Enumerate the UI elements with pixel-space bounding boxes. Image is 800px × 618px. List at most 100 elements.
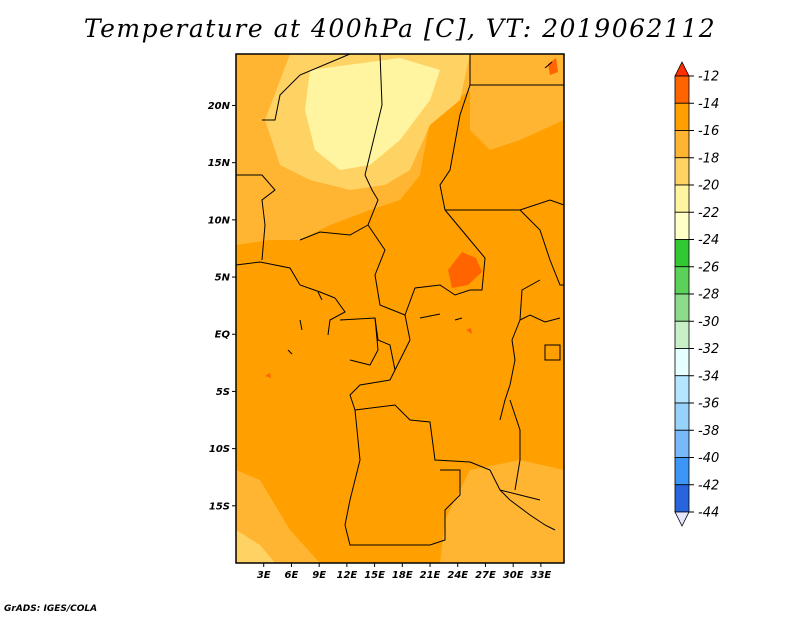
colorbar-label-8: -28 bbox=[698, 288, 719, 303]
border-line-6 bbox=[404, 209, 486, 316]
colorbar-label-4: -20 bbox=[698, 179, 719, 194]
border-line-28 bbox=[454, 317, 463, 321]
border-line-27 bbox=[419, 313, 441, 319]
colorbar-label-12: -36 bbox=[698, 397, 719, 412]
lat-label-eq: EQ bbox=[215, 330, 231, 341]
border-line-24 bbox=[499, 489, 541, 501]
colorbar-label-13: -38 bbox=[698, 424, 719, 439]
border-line-12 bbox=[469, 461, 511, 501]
lat-label-5s: 5S bbox=[216, 387, 230, 398]
lon-label-21e: 21E bbox=[420, 570, 441, 581]
lon-label-6e: 6E bbox=[285, 570, 299, 581]
colorbar-top-arrow bbox=[674, 61, 690, 77]
lon-label-15e: 15E bbox=[364, 570, 385, 581]
colorbar-label-9: -30 bbox=[698, 315, 719, 330]
colorbar-box-13 bbox=[674, 429, 690, 458]
colorbar-label-10: -32 bbox=[698, 342, 719, 357]
border-line-8 bbox=[236, 174, 276, 261]
field-region-minus16-1 bbox=[470, 54, 564, 150]
colorbar-box-3 bbox=[674, 157, 690, 186]
border-line-9 bbox=[299, 224, 369, 241]
border-line-13 bbox=[509, 499, 556, 531]
lat-label-10n: 10N bbox=[208, 215, 231, 226]
colorbar-label-3: -18 bbox=[698, 151, 719, 166]
border-line-1 bbox=[327, 297, 346, 336]
colorbar-label-6: -24 bbox=[698, 233, 719, 248]
border-line-22 bbox=[519, 209, 564, 286]
colorbar-box-2 bbox=[674, 130, 690, 159]
field-region-minus12-7 bbox=[448, 252, 482, 288]
colorbar-box-0 bbox=[674, 75, 690, 104]
border-line-10 bbox=[349, 314, 411, 411]
lat-label-20n: 20N bbox=[208, 101, 231, 112]
border-line-2 bbox=[262, 53, 351, 121]
colorbar-box-9 bbox=[674, 320, 690, 349]
colorbar-box-5 bbox=[674, 211, 690, 240]
colorbar-box-11 bbox=[674, 375, 690, 404]
lat-label-5n: 5N bbox=[215, 273, 231, 284]
border-line-18 bbox=[509, 399, 521, 491]
border-line-23 bbox=[519, 279, 541, 321]
field-region-minus12-10 bbox=[548, 58, 558, 75]
colorbar-bottom-arrow bbox=[674, 511, 690, 527]
colorbar-box-12 bbox=[674, 402, 690, 431]
axis-ticks: 20N 15N 10N 5N EQ 5S 10S 15S 3E 6E 9E 12E 15E 18E 21E 2… bbox=[208, 101, 552, 581]
map-title: Temperature at 400hPa [C], VT: 201906211… bbox=[83, 14, 717, 43]
colorbar-box-15 bbox=[674, 484, 690, 513]
lat-label-15n: 15N bbox=[208, 158, 231, 169]
border-line-19 bbox=[339, 317, 379, 366]
lon-label-33e: 33E bbox=[531, 570, 552, 581]
map-frame bbox=[235, 53, 565, 564]
lon-label-27e: 27E bbox=[475, 570, 496, 581]
colorbar-box-10 bbox=[674, 348, 690, 377]
colorbar-label-1: -14 bbox=[698, 97, 719, 112]
border-line-29 bbox=[544, 61, 553, 69]
field-region-minus16-3 bbox=[440, 460, 564, 563]
lon-label-18e: 18E bbox=[392, 570, 413, 581]
country-borders bbox=[235, 53, 565, 546]
colorbar-label-11: -34 bbox=[698, 369, 719, 384]
border-line-15 bbox=[344, 409, 430, 546]
lat-label-10s: 10S bbox=[209, 444, 230, 455]
field-region-minus16-2 bbox=[236, 470, 320, 563]
grads-credit: GrADS: IGES/COLA bbox=[4, 604, 98, 614]
field-region-minus12-9 bbox=[466, 328, 472, 334]
colorbar-box-7 bbox=[674, 266, 690, 295]
colorbar: -12 -14 -16 -18 -20 -22 -24 -26 -28 -30 -32 -34 -36 -… bbox=[674, 61, 719, 527]
lon-label-3e: 3E bbox=[257, 570, 271, 581]
colorbar-label-0: -12 bbox=[698, 70, 719, 85]
border-line-17 bbox=[544, 344, 561, 361]
border-line-26 bbox=[317, 291, 323, 301]
lon-label-24e: 24E bbox=[447, 570, 468, 581]
colorbar-box-1 bbox=[674, 102, 690, 131]
colorbar-label-14: -40 bbox=[698, 451, 719, 466]
border-line-20 bbox=[374, 317, 396, 371]
border-line-14 bbox=[429, 469, 461, 546]
colorbar-label-2: -16 bbox=[698, 124, 719, 139]
colorbar-label-5: -22 bbox=[698, 206, 719, 221]
border-line-30 bbox=[287, 349, 293, 355]
border-line-5 bbox=[439, 54, 471, 211]
colorbar-label-15: -42 bbox=[698, 478, 719, 493]
colorbar-label-16: -44 bbox=[698, 506, 719, 521]
field-region-minus20-6 bbox=[305, 58, 440, 170]
colorbar-box-14 bbox=[674, 457, 690, 486]
lon-label-9e: 9E bbox=[312, 570, 326, 581]
colorbar-box-8 bbox=[674, 293, 690, 322]
lon-label-12e: 12E bbox=[336, 570, 357, 581]
map-border bbox=[235, 53, 565, 564]
border-line-4 bbox=[364, 174, 406, 316]
colorbar-box-4 bbox=[674, 184, 690, 213]
lon-label-30e: 30E bbox=[503, 570, 524, 581]
border-line-11 bbox=[354, 404, 471, 463]
field-region-minus18-5 bbox=[236, 530, 275, 563]
temperature-field bbox=[236, 54, 564, 563]
field-region-minus12-8 bbox=[265, 373, 271, 378]
lat-label-15s: 15S bbox=[209, 501, 230, 512]
border-line-21 bbox=[445, 199, 565, 211]
border-line-3 bbox=[364, 53, 383, 176]
border-line-25 bbox=[299, 319, 303, 331]
colorbar-label-7: -26 bbox=[698, 260, 719, 275]
border-line-0 bbox=[235, 261, 336, 299]
